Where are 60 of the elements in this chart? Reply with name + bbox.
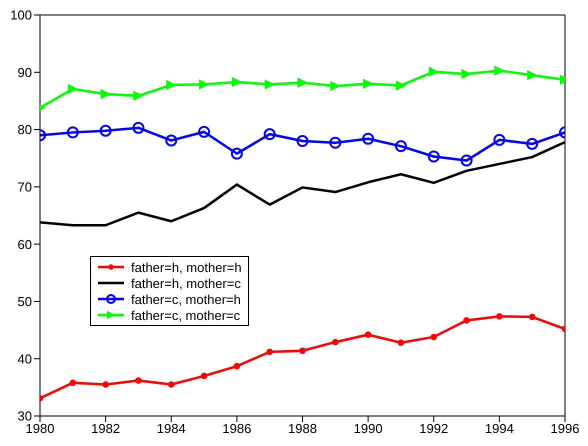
point	[362, 132, 374, 145]
point	[332, 338, 339, 346]
legend-label: father=c, mother=h	[131, 292, 241, 306]
point	[100, 124, 112, 137]
point	[200, 372, 208, 380]
point	[296, 135, 308, 148]
x-tick-label: 1986	[222, 421, 252, 436]
y-tick-label: 30	[18, 408, 32, 424]
x-tick-label: 1980	[26, 421, 54, 436]
x-tick-label: 1994	[484, 421, 514, 436]
point	[364, 331, 372, 338]
point	[299, 347, 306, 354]
point	[165, 134, 178, 146]
point	[66, 126, 79, 138]
legend-label: father=h, mother=h	[131, 260, 242, 274]
x-tick-label: 1996	[550, 421, 580, 436]
y-tick-label: 50	[18, 294, 32, 310]
point	[264, 79, 276, 90]
point	[463, 317, 470, 324]
legend-label: father=c, mother=c	[131, 308, 240, 322]
point	[430, 334, 437, 340]
point	[329, 136, 342, 149]
point	[198, 126, 210, 138]
y-tick-label: 70	[18, 179, 32, 194]
point	[527, 70, 538, 80]
point	[462, 69, 472, 80]
point	[168, 381, 174, 388]
point	[394, 140, 407, 152]
point	[199, 79, 210, 90]
x-tick-label: 1982	[91, 421, 120, 436]
y-tick-label: 40	[18, 351, 32, 366]
point	[132, 122, 144, 134]
x-tick-label: 1990	[354, 421, 383, 436]
x-tick-label: 1992	[419, 421, 448, 436]
point	[396, 80, 406, 90]
point	[460, 154, 473, 167]
y-tick-label: 80	[18, 122, 32, 138]
point	[133, 90, 144, 101]
point	[398, 339, 404, 346]
point	[496, 313, 503, 320]
x-tick-label: 1988	[288, 421, 317, 436]
point	[494, 66, 505, 76]
x-tick-label: 1984	[156, 421, 186, 436]
point	[493, 134, 506, 146]
point	[264, 128, 276, 140]
y-tick-label: 100	[10, 8, 32, 23]
legend-label: father=h, mother=c	[131, 276, 241, 290]
point	[135, 377, 142, 384]
point	[234, 362, 240, 370]
point	[68, 84, 78, 94]
point	[70, 380, 76, 386]
point	[528, 314, 536, 320]
point	[428, 150, 440, 162]
point	[298, 78, 308, 88]
point	[266, 348, 273, 356]
y-tick-label: 60	[18, 236, 32, 252]
y-tick-label: 90	[18, 64, 32, 80]
point	[230, 148, 243, 160]
point	[102, 381, 109, 388]
point	[526, 138, 538, 150]
